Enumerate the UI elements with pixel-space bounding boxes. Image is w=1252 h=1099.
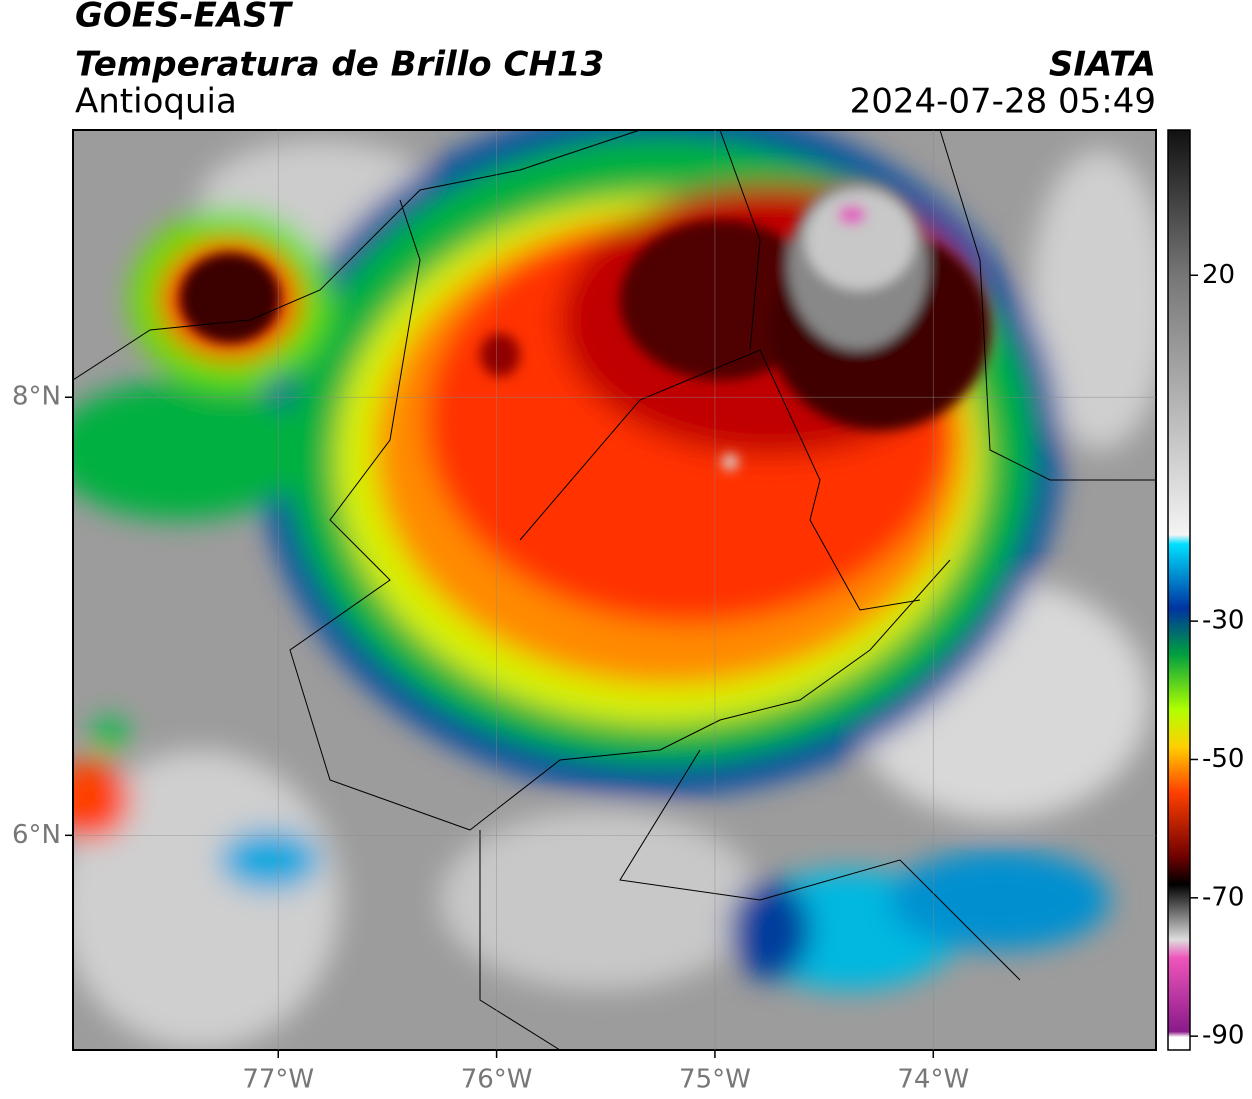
title: GOES-EAST <box>75 0 294 36</box>
colorbar-tick-label: -50 <box>1202 744 1244 774</box>
y-tick-label: 8°N <box>12 382 61 412</box>
colorbar-tick-label: 20 <box>1202 260 1235 290</box>
subtitle: Temperatura de Brillo CH13 <box>75 45 604 85</box>
region: Antioquia <box>75 82 237 122</box>
datetime: 2024-07-28 05:49 <box>850 82 1156 122</box>
x-tick-label: 77°W <box>242 1065 314 1095</box>
x-tick-label: 76°W <box>461 1065 533 1095</box>
x-tick-label: 74°W <box>897 1065 969 1095</box>
colorbar-tick-label: -90 <box>1202 1021 1244 1051</box>
colorbar <box>1167 129 1191 1051</box>
x-tick-label: 75°W <box>679 1065 751 1095</box>
y-tick-label: 6°N <box>12 820 61 850</box>
satellite-image <box>73 130 1156 1050</box>
colorbar-tick-label: -30 <box>1202 606 1244 636</box>
colorbar-tick-label: -70 <box>1202 882 1244 912</box>
source: SIATA <box>1049 45 1156 85</box>
map-frame <box>72 129 1157 1051</box>
